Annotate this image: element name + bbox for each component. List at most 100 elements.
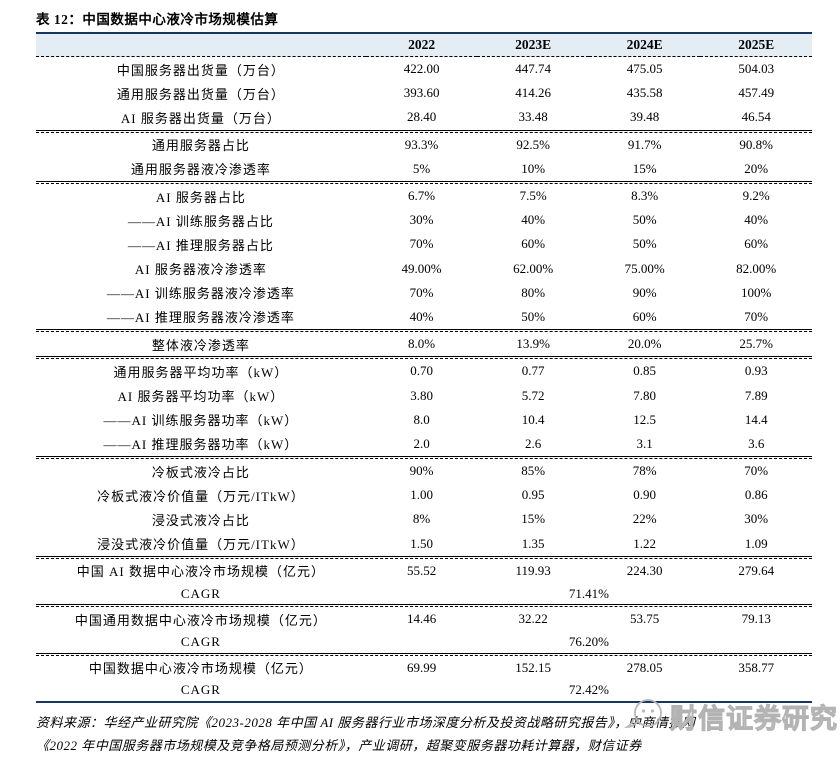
cell-value: 5% bbox=[412, 160, 431, 176]
section-separator bbox=[36, 356, 812, 360]
cell-value: 8% bbox=[412, 511, 431, 527]
year-column-header: 2022 bbox=[365, 33, 478, 57]
cell-value: 7.89 bbox=[744, 387, 768, 403]
cell-value: 55.52 bbox=[406, 562, 437, 578]
table-row: 浸没式液冷价值量（万元/ITkW） 1.50 1.35 1.22 1.09 bbox=[36, 532, 812, 556]
row-label: 整体液冷渗透率 bbox=[151, 337, 250, 353]
cell-value: 7.80 bbox=[633, 387, 657, 403]
cell-value: 1.22 bbox=[633, 535, 657, 551]
row-label: ——AI 训练服务器液冷渗透率 bbox=[106, 286, 295, 302]
year-column-header: 2023E bbox=[477, 33, 589, 57]
row-label: 中国 AI 数据中心液冷市场规模（亿元） bbox=[76, 564, 325, 580]
cell-value: 278.05 bbox=[626, 659, 663, 675]
row-label: 通用服务器液冷渗透率 bbox=[130, 162, 271, 178]
cell-value: 40% bbox=[744, 212, 769, 228]
cell-value: 82.00% bbox=[736, 260, 777, 276]
row-label: ——AI 推理服务器功率（kW） bbox=[103, 437, 299, 453]
cell-value: 93.3% bbox=[404, 136, 439, 152]
cell-value: 119.93 bbox=[515, 562, 551, 578]
market-size-table: 2022 2023E 2024E 2025E 中国服务器出货量（万台） 422.00 44… bbox=[36, 32, 812, 703]
source-note-line1: 资料来源：华经产业研究院《2023-2028 年中国 AI 服务器行业市场深度分… bbox=[36, 714, 696, 730]
cell-value: 447.74 bbox=[515, 61, 551, 77]
row-label: AI 服务器出货量（万台） bbox=[120, 110, 281, 126]
cell-value: 15% bbox=[521, 511, 546, 527]
cell-value: 20% bbox=[744, 160, 769, 176]
row-label: AI 服务器液冷渗透率 bbox=[134, 262, 267, 278]
cell-value: 0.85 bbox=[633, 363, 657, 379]
cell-value: 10% bbox=[521, 160, 546, 176]
cell-value: 53.75 bbox=[630, 611, 660, 627]
section-separator bbox=[36, 555, 812, 559]
row-label: AI 服务器占比 bbox=[155, 189, 246, 205]
table-row: CAGR 72.42% bbox=[36, 680, 812, 702]
cell-value: 1.00 bbox=[410, 487, 433, 503]
cell-value: 504.03 bbox=[738, 61, 775, 77]
table-row: 通用服务器占比 93.3% 92.5% 91.7% 90.8% bbox=[36, 133, 812, 157]
cell-value: 358.77 bbox=[738, 659, 775, 675]
cell-value: 69.99 bbox=[406, 659, 437, 675]
cell-value: 3.1 bbox=[636, 435, 653, 451]
source-note: 资料来源：华经产业研究院《2023-2028 年中国 AI 服务器行业市场深度分… bbox=[36, 712, 816, 758]
cell-value: 49.00% bbox=[401, 260, 442, 276]
row-label: ——AI 训练服务器功率（kW） bbox=[103, 413, 299, 429]
cagr-value: 72.42% bbox=[568, 682, 609, 698]
source-note-line2: 《2022 年中国服务器市场规模及竞争格局预测分析》，产业调研，超聚变服务器功耗… bbox=[36, 737, 642, 753]
section-separator bbox=[36, 129, 812, 133]
cell-value: 8.0% bbox=[408, 336, 436, 352]
cell-value: 100% bbox=[741, 284, 772, 300]
row-label: 中国服务器出货量（万台） bbox=[116, 62, 285, 78]
table-row: 中国服务器出货量（万台） 422.00 447.74 475.05 504.03 bbox=[36, 57, 812, 82]
cell-value: 50% bbox=[521, 308, 546, 324]
table-row: AI 服务器平均功率（kW） 3.80 5.72 7.80 7.89 bbox=[36, 383, 812, 407]
cell-value: 3.6 bbox=[748, 435, 765, 451]
table-row: ——AI 推理服务器占比 70% 60% 50% 60% bbox=[36, 232, 812, 256]
cell-value: 5.72 bbox=[521, 387, 545, 403]
section-separator bbox=[36, 604, 812, 608]
year-column-header: 2025E bbox=[700, 33, 812, 57]
table-row: 冷板式液冷占比 90% 85% 78% 70% bbox=[36, 459, 812, 483]
cell-value: 50% bbox=[632, 212, 657, 228]
table-row: AI 服务器占比 6.7% 7.5% 8.3% 9.2% bbox=[36, 184, 812, 208]
row-label: ——AI 训练服务器占比 bbox=[127, 213, 274, 229]
cell-value: 32.22 bbox=[518, 611, 548, 627]
row-label: 中国通用数据中心液冷市场规模（亿元） bbox=[74, 612, 327, 628]
cell-value: 85% bbox=[521, 463, 546, 479]
cell-value: 75.00% bbox=[624, 260, 665, 276]
cell-value: 90% bbox=[409, 463, 434, 479]
cell-value: 80% bbox=[521, 284, 546, 300]
cell-value: 46.54 bbox=[741, 109, 771, 125]
table-title: 表 12：中国数据中心液冷市场规模估算 bbox=[36, 12, 279, 27]
row-label: 中国数据中心液冷市场规模（亿元） bbox=[88, 661, 313, 677]
section-separator bbox=[36, 329, 812, 333]
table-row: 通用服务器出货量（万台） 393.60 414.26 435.58 457.49 bbox=[36, 81, 812, 105]
cell-value: 0.95 bbox=[521, 487, 545, 503]
cell-value: 1.09 bbox=[744, 535, 768, 551]
section-separator bbox=[36, 180, 812, 184]
table-row: ——AI 训练服务器占比 30% 40% 50% 40% bbox=[36, 208, 812, 232]
cell-value: 15% bbox=[632, 160, 657, 176]
cell-value: 40% bbox=[521, 212, 546, 228]
cell-value: 60% bbox=[744, 236, 769, 252]
row-label: CAGR bbox=[180, 585, 221, 601]
cell-value: 50% bbox=[632, 236, 657, 252]
cell-value: 279.64 bbox=[738, 562, 775, 578]
cell-value: 78% bbox=[632, 463, 657, 479]
cell-value: 30% bbox=[744, 511, 769, 527]
cell-value: 90% bbox=[632, 284, 657, 300]
cell-value: 14.46 bbox=[406, 611, 437, 627]
cell-value: 28.40 bbox=[406, 109, 437, 125]
cell-value: 0.77 bbox=[521, 363, 545, 379]
table-row: 通用服务器平均功率（kW） 0.70 0.77 0.85 0.93 bbox=[36, 359, 812, 383]
row-label: ——AI 推理服务器液冷渗透率 bbox=[106, 310, 295, 326]
section-separator bbox=[36, 456, 812, 459]
cell-value: 14.4 bbox=[744, 411, 768, 427]
cell-value: 152.15 bbox=[515, 659, 551, 675]
cell-value: 6.7% bbox=[408, 188, 436, 204]
cell-value: 70% bbox=[744, 308, 769, 324]
cagr-value: 76.20% bbox=[568, 633, 609, 649]
cell-value: 393.60 bbox=[403, 85, 440, 101]
table-row: ——AI 训练服务器功率（kW） 8.0 10.4 12.5 14.4 bbox=[36, 408, 812, 432]
cell-value: 25.7% bbox=[739, 336, 774, 352]
table-row: ——AI 训练服务器液冷渗透率 70% 80% 90% 100% bbox=[36, 281, 812, 305]
cell-value: 91.7% bbox=[627, 136, 662, 152]
